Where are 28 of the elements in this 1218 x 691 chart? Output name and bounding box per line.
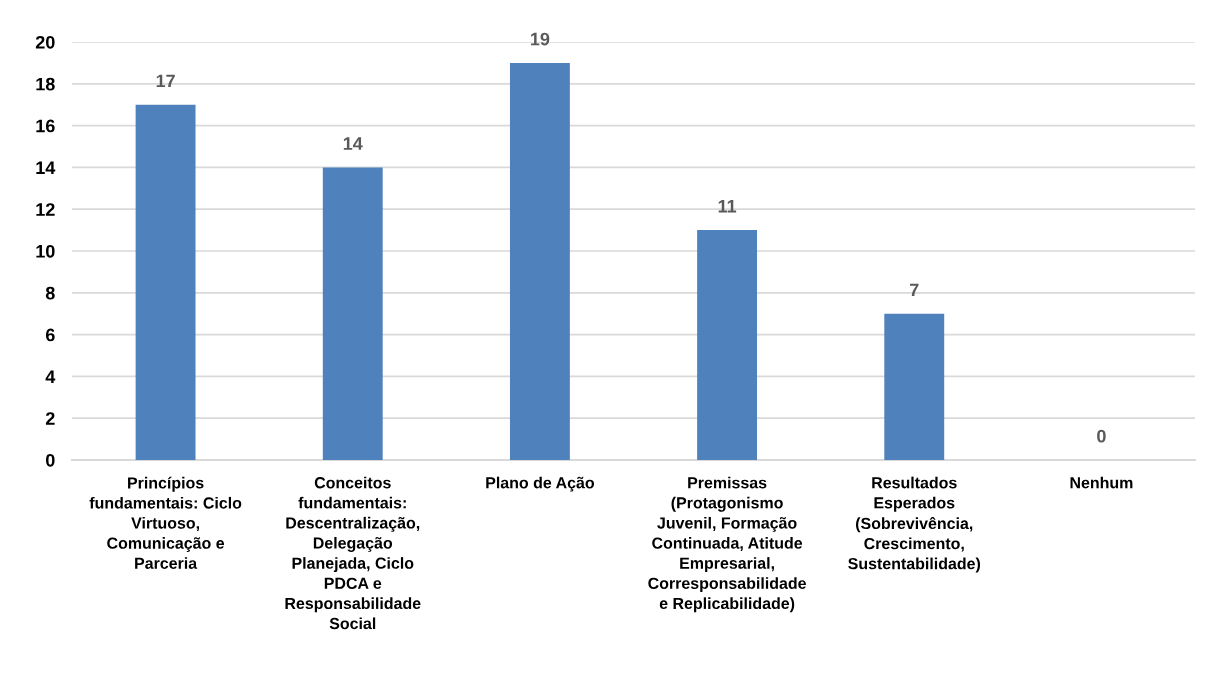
data-label: 14 xyxy=(343,137,363,150)
y-tick-label: 2 xyxy=(45,412,55,425)
x-tick-label: Princípios fundamentais: Ciclo Virtuoso, Comunicação e Parceria xyxy=(89,476,242,569)
bar xyxy=(322,167,383,460)
y-tick-label: 18 xyxy=(36,77,55,91)
data-label: 19 xyxy=(531,32,550,46)
y-tick-label: 20 xyxy=(35,35,55,49)
x-tick-label: Nenhum xyxy=(1070,476,1133,489)
y-tick-label: 6 xyxy=(45,328,55,342)
y-tick-label: 12 xyxy=(36,203,55,216)
x-tick-label: Resultados Esperados (Sobrevivência, Crescimento, Sustentabilidade) xyxy=(848,476,981,573)
y-tick-label: 14 xyxy=(36,161,56,174)
bar xyxy=(697,230,758,460)
y-tick-label: 4 xyxy=(45,370,56,383)
data-label: 7 xyxy=(910,283,919,297)
y-tick-label: 16 xyxy=(36,119,55,133)
x-tick-label: Plano de Ação xyxy=(486,476,595,492)
data-label: 0 xyxy=(1097,429,1106,443)
data-label: 17 xyxy=(156,74,175,88)
bar xyxy=(884,313,945,460)
x-tick-label: Conceitos fundamentais: Descentralização, Delegação Planejada, Ciclo PDCA e Responsabilidade Social xyxy=(285,476,421,630)
bar xyxy=(509,62,570,460)
data-label: 11 xyxy=(718,200,737,213)
y-tick-label: 8 xyxy=(45,286,55,300)
x-tick-label: Premissas (Protagonismo Juvenil, Formação Continuada, Atitude Empresarial, Corresponsabilidade e Replicabilidade) xyxy=(648,476,806,613)
y-tick-label: 10 xyxy=(36,244,55,258)
y-tick-label: 0 xyxy=(46,453,55,467)
bar xyxy=(135,104,196,460)
